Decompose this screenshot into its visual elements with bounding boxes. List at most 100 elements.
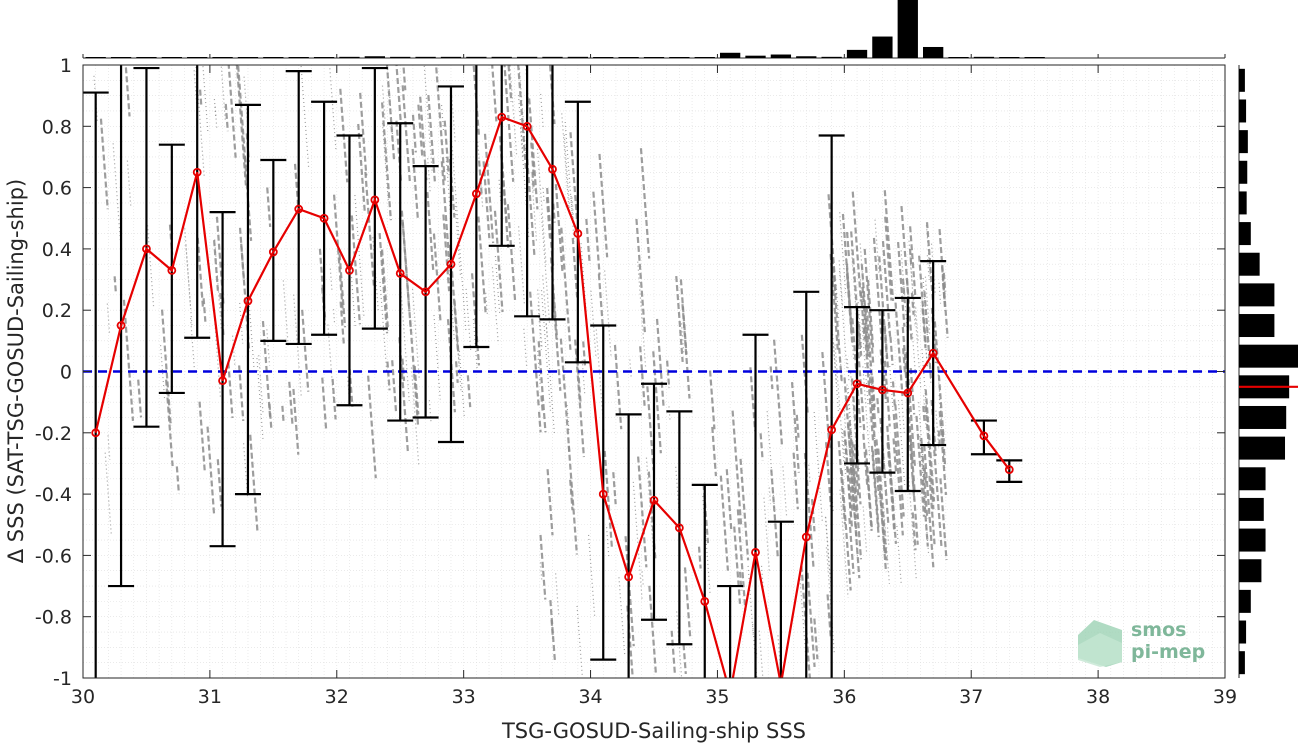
scatter-streak [850, 249, 860, 347]
top-hist-bar [212, 57, 233, 58]
scatter-streak [920, 437, 929, 520]
mean-point [801, 532, 811, 542]
top-hist-bar [516, 56, 538, 58]
mean-point [878, 385, 887, 395]
scatter-streak [411, 148, 419, 218]
top-hist-bar [669, 57, 690, 58]
scatter-streak [922, 405, 926, 424]
x-tick-label: 37 [959, 686, 983, 708]
right-hist-bar [1239, 191, 1247, 215]
scatter-streak [465, 288, 472, 353]
scatter-streak [871, 376, 876, 408]
scatter-streak [908, 240, 914, 289]
scatter-streak [354, 195, 365, 318]
top-hist-bar [466, 56, 487, 58]
scatter-streak [758, 630, 764, 678]
y-tick-label: -0.4 [35, 484, 72, 506]
scatter-streak [808, 464, 811, 483]
mean-point [268, 247, 278, 257]
top-hist-bar [897, 0, 918, 58]
scatter-streak [348, 368, 354, 407]
scatter-streak [598, 153, 609, 258]
scatter-streak [367, 375, 377, 479]
scatter-streak [491, 65, 498, 122]
right-histogram [1238, 65, 1298, 678]
right-hist-bar [1239, 252, 1260, 276]
axis-ticks [82, 64, 1226, 679]
scatter-streak [378, 232, 389, 334]
scatter-streak [419, 96, 428, 181]
scatter-streak [483, 133, 495, 244]
scatter-streak [503, 65, 515, 182]
scatter-streak [124, 65, 131, 117]
scatter-streak [942, 282, 947, 311]
top-hist-bar [973, 56, 995, 58]
scatter-streak [531, 179, 538, 243]
scatter-streak [924, 405, 935, 510]
scatter-streak [537, 411, 542, 433]
scatter-streak [810, 499, 816, 532]
mean-point [345, 265, 354, 275]
scatter-streak [585, 218, 591, 265]
top-hist-bar [643, 57, 665, 58]
mean-point [446, 259, 456, 269]
scatter-streak [725, 469, 733, 530]
scatter-streak [517, 65, 528, 169]
scatter-streak [472, 65, 481, 136]
scatter-streak [911, 333, 917, 377]
scatter-streak [507, 65, 513, 102]
scatter-streak [478, 160, 483, 196]
scatter-streak [400, 288, 410, 401]
scatter-streak [160, 309, 172, 426]
scatter-streak [509, 65, 518, 155]
scatter-streak [900, 205, 910, 303]
mean-point [700, 596, 710, 606]
mean-point [522, 121, 532, 131]
scatter-streak [411, 114, 417, 153]
scatter-streak [875, 439, 887, 555]
scatter-streak [887, 319, 890, 336]
scatter-streak [646, 386, 655, 471]
y-tick-label: -0.2 [35, 423, 72, 445]
scatter-streak [350, 215, 361, 325]
scatter-streak [612, 472, 617, 505]
scatter-streak [821, 351, 831, 451]
scatter-streak [824, 516, 831, 574]
scatter-streak [850, 231, 862, 350]
mean-point [370, 195, 380, 205]
scatter-streak [432, 233, 442, 322]
scatter-streak [930, 243, 936, 294]
y-tick-label: 0.4 [42, 239, 72, 261]
scatter-streak [763, 497, 771, 574]
scatter-streak [900, 250, 910, 351]
scatter-streak [719, 475, 730, 571]
scatter-streak [840, 470, 852, 591]
scatter-streak [560, 227, 572, 350]
scatter-streak [537, 350, 541, 385]
mean-series [91, 112, 1014, 678]
scatter-streak [907, 469, 917, 581]
scatter-streak [769, 366, 774, 390]
mean-point [598, 489, 608, 499]
scatter-streak [401, 85, 411, 183]
scatter-streak [848, 517, 855, 574]
top-hist-bar [770, 54, 792, 58]
scatter-streak [813, 618, 819, 660]
mean-point [751, 547, 760, 557]
scatter-streak [759, 433, 764, 461]
mean-point [243, 296, 253, 306]
scatter-streak [386, 361, 391, 391]
scatter-streak [246, 278, 255, 370]
scatter-streak [563, 134, 571, 212]
top-hist-bar [491, 56, 512, 58]
scatter-streak [886, 527, 890, 548]
scatter-streak [440, 105, 445, 133]
scatter-streak [848, 468, 854, 514]
scatter-streak [216, 459, 223, 507]
mean-point [903, 388, 913, 398]
scatter-streak [851, 191, 863, 302]
scatter-streak [911, 477, 919, 545]
scatter-streak [923, 467, 927, 484]
scatter-streak [258, 355, 264, 414]
scatter-streak [733, 526, 742, 604]
